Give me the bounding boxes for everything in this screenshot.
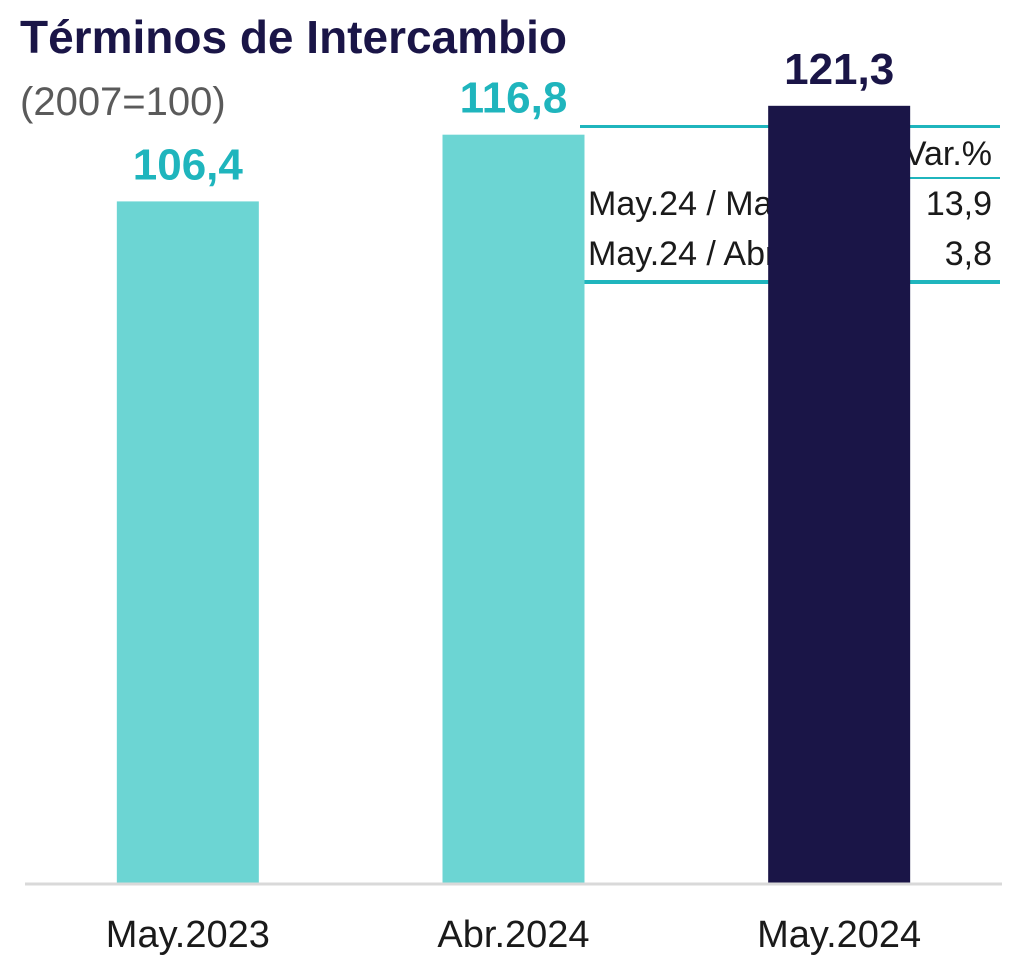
table-row-value: 13,9 — [925, 185, 992, 223]
x-tick-label: May.2023 — [106, 914, 270, 956]
bar-value-label: 106,4 — [133, 140, 244, 189]
x-tick-label: May.2024 — [757, 914, 921, 956]
bar-value-label: 116,8 — [460, 74, 568, 123]
table-header: Var.% — [903, 135, 992, 173]
bar — [442, 134, 585, 884]
bar — [116, 201, 259, 884]
bar — [768, 105, 911, 884]
table-row-value: 3,8 — [944, 235, 992, 273]
chart-title: Términos de Intercambio — [20, 11, 568, 63]
bar-value-label: 121,3 — [784, 45, 894, 94]
table-rule-header — [858, 177, 1000, 179]
x-tick-label: Abr.2024 — [437, 914, 589, 956]
chart-subtitle: (2007=100) — [20, 80, 226, 124]
